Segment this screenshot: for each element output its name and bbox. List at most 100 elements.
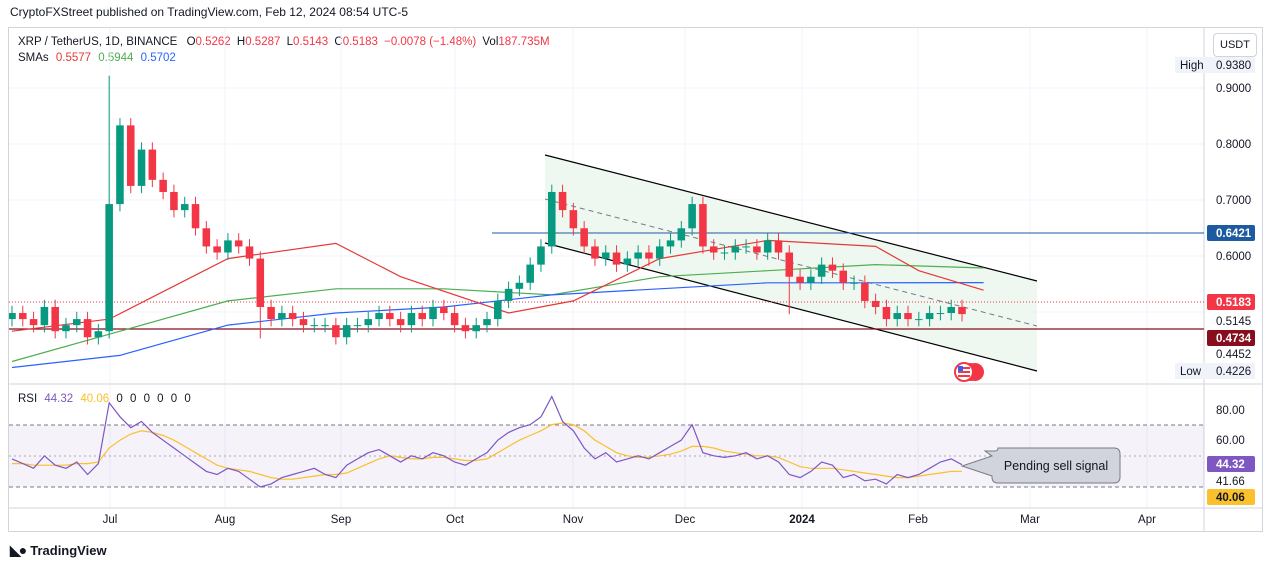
candle-body[interactable] [299,319,308,326]
candle-body[interactable] [245,246,254,259]
candle-body[interactable] [472,325,480,332]
candle-body[interactable] [256,258,265,307]
candles[interactable] [8,75,966,345]
candle-body[interactable] [731,246,740,253]
candle-body[interactable] [882,306,891,320]
us-flag-icon[interactable] [954,362,984,382]
candle-body[interactable] [871,300,880,307]
candle-body[interactable] [807,276,815,283]
candle-body[interactable] [148,149,157,180]
candle-body[interactable] [677,228,686,241]
candle-body[interactable] [234,240,243,247]
candle-body[interactable] [763,240,772,253]
rsi-line[interactable] [11,395,963,488]
pending-sell-callout[interactable]: Pending sell signal [960,447,1121,484]
candle-body[interactable] [709,246,718,253]
candle-body[interactable] [429,306,437,320]
candle-body[interactable] [51,306,59,332]
candle-body[interactable] [180,204,189,211]
candle-body[interactable] [461,325,470,332]
candle-body[interactable] [893,313,902,320]
candle-body[interactable] [699,204,707,247]
candle-body[interactable] [655,246,664,259]
candle-body[interactable] [137,149,146,186]
candle-body[interactable] [547,191,556,247]
candle-body[interactable] [958,306,966,315]
candle-body[interactable] [483,319,491,326]
candle-body[interactable] [688,204,696,229]
candle-body[interactable] [925,313,934,320]
candle-body[interactable] [634,252,642,259]
candle-body[interactable] [62,325,70,332]
candle-body[interactable] [720,252,729,254]
candle-body[interactable] [19,313,27,320]
candle-body[interactable] [332,325,340,338]
candle-body[interactable] [915,319,923,321]
candle-body[interactable] [191,204,200,229]
candle-body[interactable] [29,319,38,326]
candle-body[interactable] [504,288,513,301]
candle-body[interactable] [126,125,135,186]
candle-body[interactable] [440,306,448,314]
rsi-ma-line[interactable] [12,422,963,480]
time-axis[interactable]: Jul Aug Sep Oct Nov Dec 2024 Feb Mar Apr [103,514,1156,526]
candle-body[interactable] [494,300,502,320]
candle-body[interactable] [364,319,373,326]
candle-body[interactable] [116,125,124,205]
candle-body[interactable] [839,270,848,283]
candle-body[interactable] [936,313,945,315]
candle-body[interactable] [396,319,405,326]
candle-body[interactable] [288,313,297,320]
candle-body[interactable] [386,313,394,320]
candle-body[interactable] [105,204,113,332]
candle-body[interactable] [353,325,362,327]
candle-body[interactable] [785,252,794,277]
candle-body[interactable] [342,325,351,338]
candle-body[interactable] [828,264,837,271]
candle-body[interactable] [774,240,783,253]
channel-upper-line[interactable] [544,154,1038,282]
candle-body[interactable] [310,325,319,327]
candle-body[interactable] [601,252,610,259]
price-axis[interactable]: 0.9000 0.8000 0.7000 0.6000 0.4452 [1216,83,1251,361]
candle-body[interactable] [213,246,221,253]
candle-body[interactable] [94,331,103,338]
candle-body[interactable] [623,258,632,265]
symbol-legend[interactable]: XRP / TetherUS, 1D, BINANCE O0.5262 H0.5… [18,36,550,48]
candle-body[interactable] [375,313,383,320]
candle-body[interactable] [40,306,49,326]
candle-body[interactable] [817,264,826,277]
candle-body[interactable] [170,191,178,211]
candle-body[interactable] [278,313,286,320]
candle-body[interactable] [569,210,578,229]
candle-body[interactable] [796,276,804,283]
rsi-legend[interactable]: RSI 44.32 40.06 0 0 0 0 0 0 [18,393,191,405]
candle-body[interactable] [224,240,232,253]
candle-body[interactable] [558,191,567,211]
candle-body[interactable] [645,252,653,259]
candle-body[interactable] [612,252,621,265]
candle-body[interactable] [321,325,329,327]
candle-body[interactable] [202,228,211,247]
candle-body[interactable] [526,264,534,283]
candle-body[interactable] [83,319,92,338]
candle-body[interactable] [850,282,858,284]
candle-body[interactable] [904,313,912,320]
candle-body[interactable] [580,228,588,247]
candle-body[interactable] [861,282,869,301]
candle-body[interactable] [591,246,599,259]
candle-body[interactable] [537,246,545,265]
candle-body[interactable] [450,313,459,326]
sma-legend[interactable]: SMAs 0.5577 0.5944 0.5702 [18,52,176,64]
candle-body[interactable] [267,306,275,320]
candle-body[interactable] [666,240,675,247]
candle-body[interactable] [8,313,16,320]
sma-red-line[interactable] [11,239,984,332]
candle-body[interactable] [742,246,750,248]
currency-button[interactable]: USDT [1213,33,1257,57]
rsi-axis[interactable]: 80.00 60.00 41.66 [1216,405,1245,488]
candle-body[interactable] [407,313,416,326]
candle-body[interactable] [159,179,167,192]
candle-body[interactable] [753,246,761,253]
